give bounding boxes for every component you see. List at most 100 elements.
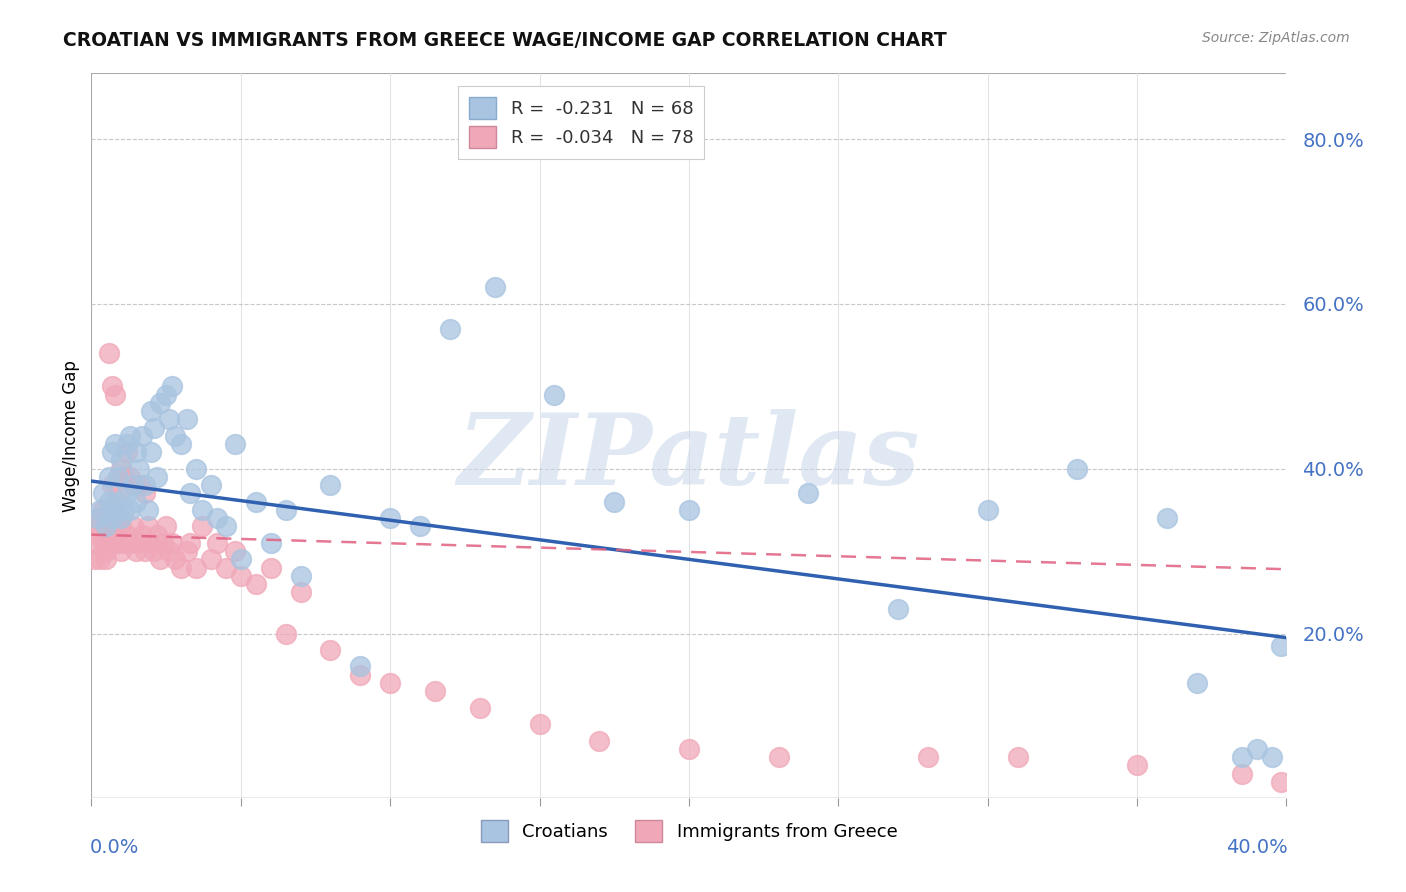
Point [229,552,252,566]
Point [176,544,198,558]
Text: 40.0%: 40.0% [1226,838,1288,857]
Point [136,519,159,533]
Point [128,461,150,475]
Point [603,494,626,508]
Point [1270,775,1292,789]
Point [1066,461,1088,475]
Point [976,503,998,517]
Point [128,536,150,550]
Point [107,494,129,508]
Point [86,511,108,525]
Y-axis label: Wage/Income Gap: Wage/Income Gap [62,359,80,512]
Point [96,519,118,533]
Point [125,478,148,492]
Point [887,602,910,616]
Point [160,536,183,550]
Text: CROATIAN VS IMMIGRANTS FROM GREECE WAGE/INCOME GAP CORRELATION CHART: CROATIAN VS IMMIGRANTS FROM GREECE WAGE/… [63,31,948,50]
Point [112,536,135,550]
Point [229,569,252,583]
Point [101,536,124,550]
Point [122,478,145,492]
Point [191,503,214,517]
Point [1126,758,1149,772]
Point [1230,766,1253,780]
Text: 0.0%: 0.0% [90,838,139,857]
Point [1230,750,1253,764]
Point [110,511,132,525]
Point [110,461,132,475]
Point [120,470,142,484]
Point [93,486,115,500]
Point [588,733,610,747]
Point [205,511,228,525]
Point [122,519,145,533]
Point [93,503,115,517]
Point [259,536,281,550]
Point [678,503,700,517]
Point [89,511,111,525]
Point [101,379,124,393]
Point [110,519,132,533]
Point [200,478,222,492]
Point [134,486,156,500]
Point [349,667,371,681]
Point [143,544,166,558]
Point [200,552,222,566]
Point [98,346,121,360]
Point [141,536,163,550]
Point [149,396,172,410]
Point [101,511,124,525]
Point [104,387,127,401]
Point [170,560,193,574]
Point [104,503,127,517]
Point [83,552,105,566]
Point [134,544,156,558]
Point [163,428,186,442]
Point [468,700,491,714]
Point [89,503,111,517]
Point [290,585,312,599]
Point [89,527,111,541]
Point [149,552,172,566]
Point [274,626,297,640]
Point [152,536,174,550]
Point [319,643,342,657]
Point [112,503,135,517]
Point [86,536,108,550]
Point [1246,742,1268,756]
Point [215,519,238,533]
Point [107,519,129,533]
Point [543,387,565,401]
Point [143,420,166,434]
Point [98,511,121,525]
Point [120,503,142,517]
Point [125,544,148,558]
Point [146,470,169,484]
Point [245,494,267,508]
Point [155,519,177,533]
Point [104,527,127,541]
Point [107,486,129,500]
Point [484,280,506,294]
Point [125,445,148,459]
Point [160,379,183,393]
Point [1007,750,1029,764]
Point [141,445,163,459]
Point [96,544,118,558]
Point [380,511,402,525]
Point [104,503,127,517]
Point [115,486,138,500]
Point [797,486,820,500]
Point [96,552,118,566]
Point [170,437,193,451]
Point [125,494,148,508]
Point [128,478,150,492]
Point [110,544,132,558]
Point [98,494,121,508]
Point [115,527,138,541]
Point [1156,511,1178,525]
Point [1260,750,1282,764]
Point [146,527,169,541]
Point [1185,676,1208,690]
Point [134,478,156,492]
